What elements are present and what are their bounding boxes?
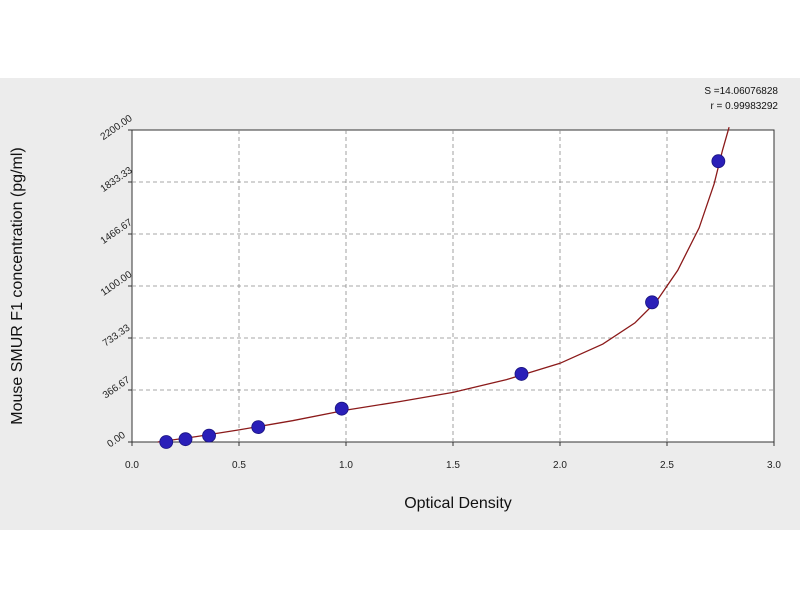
y-tick-label: 2200.00 [99, 113, 135, 143]
y-tick-label: 1833.33 [99, 165, 135, 195]
y-tick-label: 0.00 [105, 430, 128, 450]
fit-curve-line [157, 127, 730, 443]
data-point [711, 154, 726, 169]
point-layer [159, 154, 726, 449]
x-tick-label: 2.5 [660, 460, 674, 471]
y-tick-label: 1100.00 [99, 269, 135, 299]
y-tick-label: 733.33 [101, 322, 133, 349]
data-point [178, 432, 193, 447]
x-tick-label: 2.0 [553, 460, 567, 471]
x-tick-label: 0.5 [232, 460, 246, 471]
grid-layer [132, 130, 774, 442]
data-point [645, 295, 659, 310]
y-axis-title: Mouse SMUR F1 concentration (pg/ml) [9, 147, 26, 424]
data-point [159, 435, 174, 449]
data-point [334, 401, 349, 416]
x-axis-title: Optical Density [404, 495, 512, 512]
y-tick-label: 1466.67 [99, 217, 135, 247]
fit-r-value: r = 0.99983292 [710, 101, 778, 112]
x-tick-label: 1.0 [339, 460, 353, 471]
x-tick-label: 0.0 [125, 460, 139, 471]
x-tick-label: 3.0 [767, 460, 781, 471]
data-point [251, 420, 266, 435]
fit-s-value: S =14.06076828 [704, 86, 778, 97]
data-point [202, 428, 216, 443]
data-point [514, 367, 529, 381]
y-tick-label: 366.67 [101, 374, 133, 401]
x-tick-label: 1.5 [446, 460, 460, 471]
